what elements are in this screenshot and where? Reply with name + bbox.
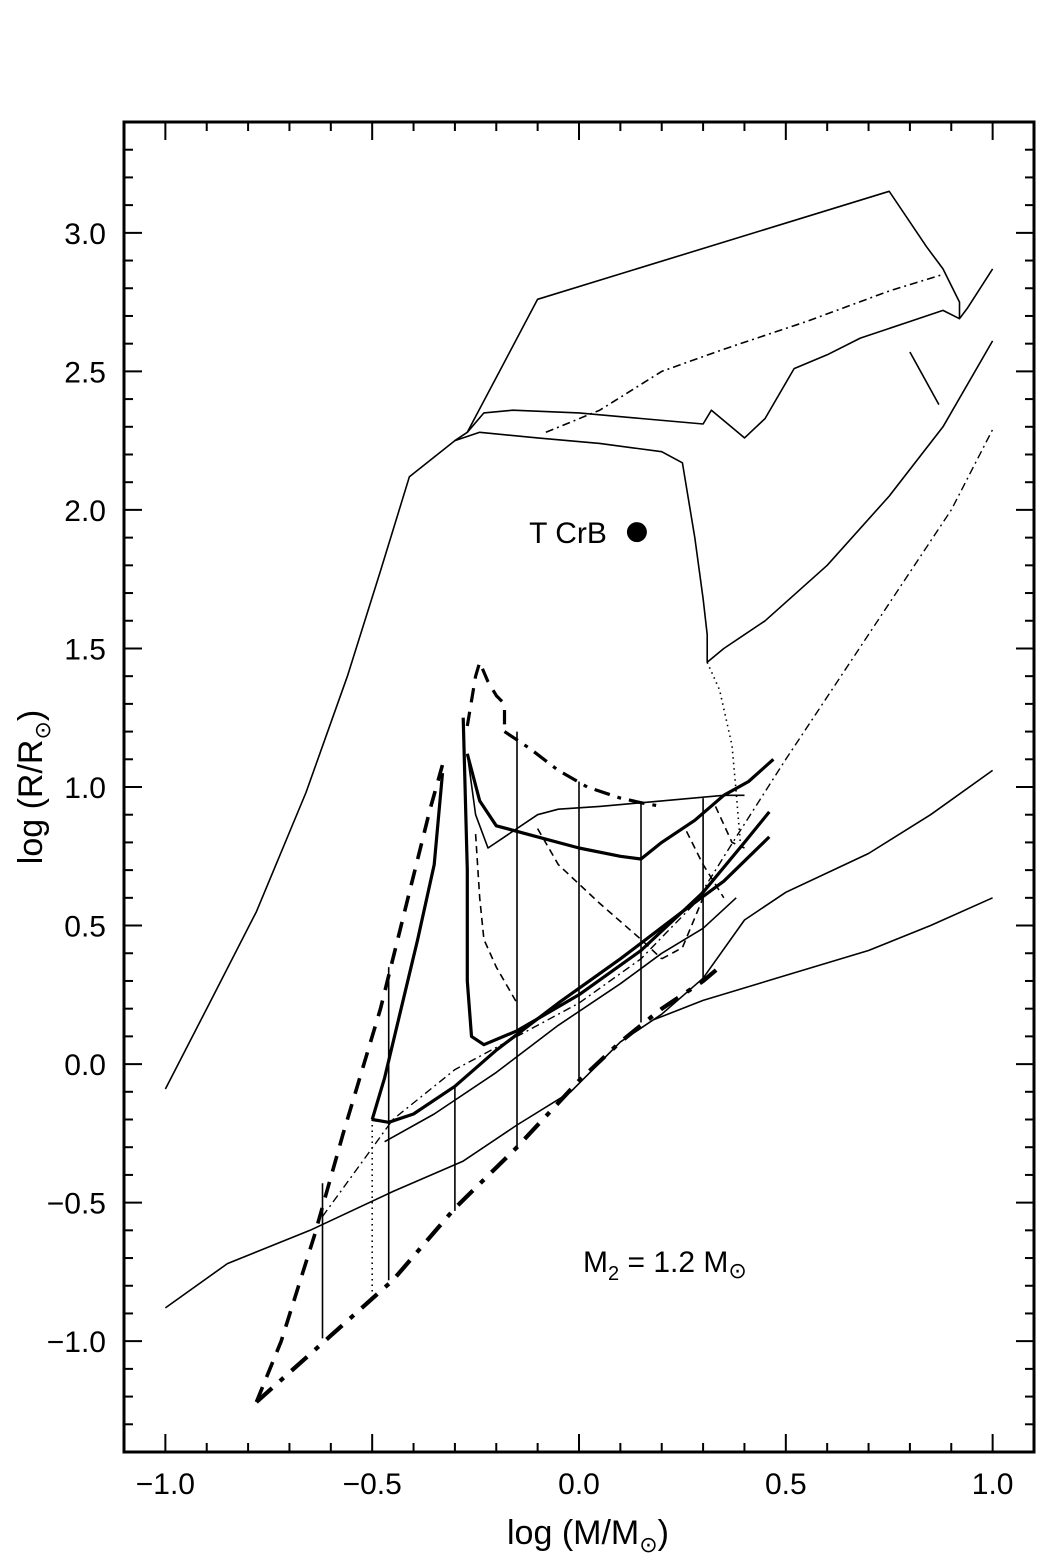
series-line-13 — [370, 772, 445, 1120]
y-axis-label: log (R/R⊙) — [12, 710, 55, 864]
y-tick-label: −1.0 — [47, 1326, 106, 1359]
tick-labels-group: −1.0 −0.5 0.0 0.5 1.0 −1.0 −0.5 0.0 0.5 1.0 1.5 2.0… — [47, 218, 1014, 1501]
m2-annotation: M2 = 1.2 M⊙ — [583, 1246, 747, 1285]
y-tick-label: 0.0 — [64, 1049, 106, 1082]
plot-frame — [122, 120, 1036, 1454]
y-tick-label: −0.5 — [47, 1188, 106, 1221]
x-axis-sun-symbol: ⊙ — [639, 1532, 657, 1557]
y-tick-label: 1.0 — [64, 772, 106, 805]
x-axis-label-main: log (M/M — [507, 1514, 639, 1552]
data-series-group — [164, 190, 994, 1404]
y-axis-label-close: ) — [12, 710, 50, 721]
series-line-21 — [536, 828, 663, 960]
m2-middle: = 1.2 M — [619, 1246, 728, 1279]
m2-subscript: 2 — [608, 1263, 619, 1285]
series-line-5 — [545, 273, 944, 434]
x-axis-label: log (M/M⊙) — [507, 1514, 669, 1557]
x-tick-label: 0.0 — [558, 1468, 600, 1501]
series-line-18 — [465, 753, 775, 861]
y-tick-label: 3.0 — [64, 218, 106, 251]
series-line-3 — [454, 340, 994, 664]
y-tick-label: 2.5 — [64, 356, 106, 389]
series-line-10 — [321, 429, 994, 1217]
series-line-19 — [466, 753, 745, 849]
y-tick-label: 2.0 — [64, 495, 106, 528]
series-line-2 — [466, 309, 960, 439]
t-crb-marker — [626, 522, 647, 543]
y-tick-label: 1.5 — [64, 633, 106, 666]
t-crb-label: T CrB — [529, 517, 607, 550]
x-tick-label: −0.5 — [343, 1468, 402, 1501]
series-line-20 — [474, 834, 518, 1004]
series-line-11 — [255, 965, 721, 1404]
m2-prefix: M — [583, 1246, 608, 1279]
series-line-8 — [384, 897, 737, 1143]
series-line-9 — [653, 897, 993, 1021]
x-tick-label: 0.5 — [765, 1468, 807, 1501]
x-tick-label: 1.0 — [972, 1468, 1014, 1501]
y-axis-label-main: log (R/R — [12, 740, 50, 865]
series-line-12 — [254, 764, 445, 1403]
series-line-24 — [714, 806, 745, 849]
series-line-16 — [465, 660, 507, 732]
y-tick-label: 0.5 — [64, 911, 106, 944]
series-line-7 — [164, 769, 994, 1309]
m2-sun-symbol: ⊙ — [728, 1258, 746, 1283]
y-axis-sun-symbol: ⊙ — [30, 721, 55, 739]
x-tick-label: −1.0 — [136, 1468, 195, 1501]
series-line-4 — [909, 351, 940, 405]
x-axis-label-close: ) — [658, 1514, 669, 1552]
